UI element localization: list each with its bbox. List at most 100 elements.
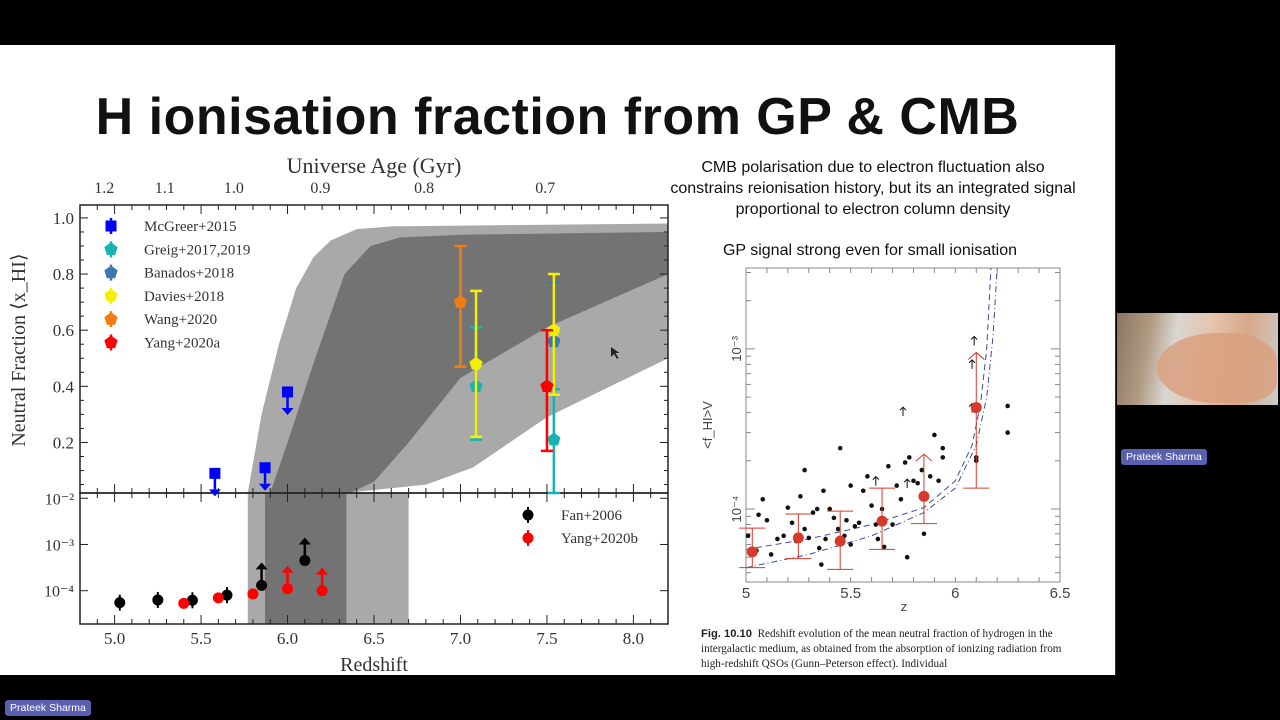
data-point xyxy=(256,579,268,591)
qso-point xyxy=(902,460,908,465)
top-tick-label: 1.2 xyxy=(94,180,114,197)
lower-limit-arrow-head xyxy=(281,565,294,573)
legend-label: Yang+2020b xyxy=(561,531,638,547)
right-plot-frame xyxy=(745,267,1061,583)
legend-marker xyxy=(104,265,118,279)
data-point xyxy=(316,585,328,597)
lower-limit-arrow-head xyxy=(316,567,329,575)
data-point xyxy=(282,583,294,595)
data-point xyxy=(547,323,561,336)
caption-text: Redshift evolution of the mean neutral f… xyxy=(701,628,1062,670)
y-tick-label: 1.0 xyxy=(53,209,74,228)
top-tick-label: 1.0 xyxy=(224,180,244,197)
binned-limit-arrow xyxy=(967,351,985,360)
legend-label: McGreer+2015 xyxy=(144,219,237,235)
qso-lower-limit xyxy=(970,335,978,346)
participant-hand xyxy=(1157,333,1277,403)
qso-point xyxy=(906,455,912,460)
legend-label: Wang+2020 xyxy=(144,312,217,328)
lower-limit-arrow-head xyxy=(298,537,311,545)
legend-marker xyxy=(522,532,534,544)
data-point xyxy=(114,597,126,609)
data-point xyxy=(152,594,164,606)
qso-point xyxy=(875,536,881,542)
presenter-name-tag: Prateek Sharma xyxy=(5,700,91,716)
x-axis-label: z xyxy=(901,599,908,614)
qso-point xyxy=(837,445,843,451)
binned-mean-point xyxy=(918,490,930,502)
legend-marker xyxy=(104,312,118,325)
x-tick-label: 5 xyxy=(742,585,750,602)
caption-label: Fig. 10.10 xyxy=(701,628,752,640)
shared-slide: H ionisation fraction from GP & CMB CMB … xyxy=(0,45,1115,675)
legend-label: Greig+2017,2019 xyxy=(144,242,250,258)
band-inner xyxy=(270,231,668,493)
qso-point xyxy=(881,544,887,550)
model-curve-dashed xyxy=(745,267,992,550)
qso-point xyxy=(932,432,937,438)
x-tick-label: 6.5 xyxy=(363,629,384,648)
qso-point xyxy=(936,478,941,484)
qso-point xyxy=(821,488,826,494)
x-tick-label: 6.0 xyxy=(277,629,298,648)
qso-point xyxy=(835,526,841,532)
data-point xyxy=(540,379,554,392)
qso-point xyxy=(890,522,895,527)
cmb-note: CMB polarisation due to electron fluctua… xyxy=(670,159,1076,218)
qso-point xyxy=(1005,403,1010,409)
binned-mean-point xyxy=(876,515,888,527)
data-point xyxy=(247,588,259,600)
data-point xyxy=(221,589,233,601)
binned-mean-point xyxy=(970,402,982,414)
qso-point xyxy=(781,533,786,539)
data-point xyxy=(212,592,224,604)
qso-point xyxy=(894,483,900,488)
qso-point xyxy=(810,510,816,515)
y-tick-label: 0.4 xyxy=(53,377,75,396)
upper-limit-arrow-head xyxy=(259,483,272,491)
qso-point xyxy=(806,535,812,541)
x-tick-label: 5.5 xyxy=(190,629,211,648)
qso-point xyxy=(856,520,862,526)
legend-label: Davies+2018 xyxy=(144,289,224,305)
binned-mean-point xyxy=(792,532,804,544)
top-tick-label: 1.1 xyxy=(155,180,175,197)
qso-point xyxy=(756,512,761,518)
qso-point xyxy=(848,483,853,488)
y-tick-label: 0.8 xyxy=(53,265,74,284)
top-tick-label: 0.7 xyxy=(535,180,555,197)
qso-point xyxy=(1005,430,1010,435)
top-axis-label: Universe Age (Gyr) xyxy=(287,153,462,178)
qso-point xyxy=(848,542,853,547)
qso-point xyxy=(869,503,874,508)
qso-point xyxy=(852,523,858,529)
model-curve-dash-dot xyxy=(745,267,998,569)
data-point xyxy=(186,594,198,606)
legend-marker xyxy=(522,509,534,521)
data-point xyxy=(469,356,483,370)
data-point xyxy=(178,597,190,609)
qso-point xyxy=(865,474,870,479)
data-point xyxy=(259,462,271,474)
x-tick-label: 6 xyxy=(951,585,959,602)
qso-point xyxy=(802,526,807,532)
y-tick-label: 10⁻⁴ xyxy=(44,584,74,601)
y-tick-label: 10⁻⁴ xyxy=(729,496,744,523)
x-tick-label: 8.0 xyxy=(623,629,644,648)
binned-limit-arrow xyxy=(915,453,933,462)
qso-point xyxy=(816,545,822,551)
legend-marker xyxy=(104,335,118,349)
data-point xyxy=(547,432,561,446)
qso-point xyxy=(940,445,946,451)
y-tick-label: 10⁻³ xyxy=(45,537,74,554)
qso-point xyxy=(886,463,891,469)
x-tick-label: 7.5 xyxy=(536,629,557,648)
participant-video[interactable] xyxy=(1117,313,1278,405)
qso-point xyxy=(827,506,833,512)
top-tick-label: 0.8 xyxy=(414,180,434,197)
video-name-tag: Prateek Sharma xyxy=(1121,449,1207,465)
qso-point xyxy=(798,494,803,499)
x-tick-label: 6.5 xyxy=(1050,585,1071,602)
data-point xyxy=(299,554,311,566)
